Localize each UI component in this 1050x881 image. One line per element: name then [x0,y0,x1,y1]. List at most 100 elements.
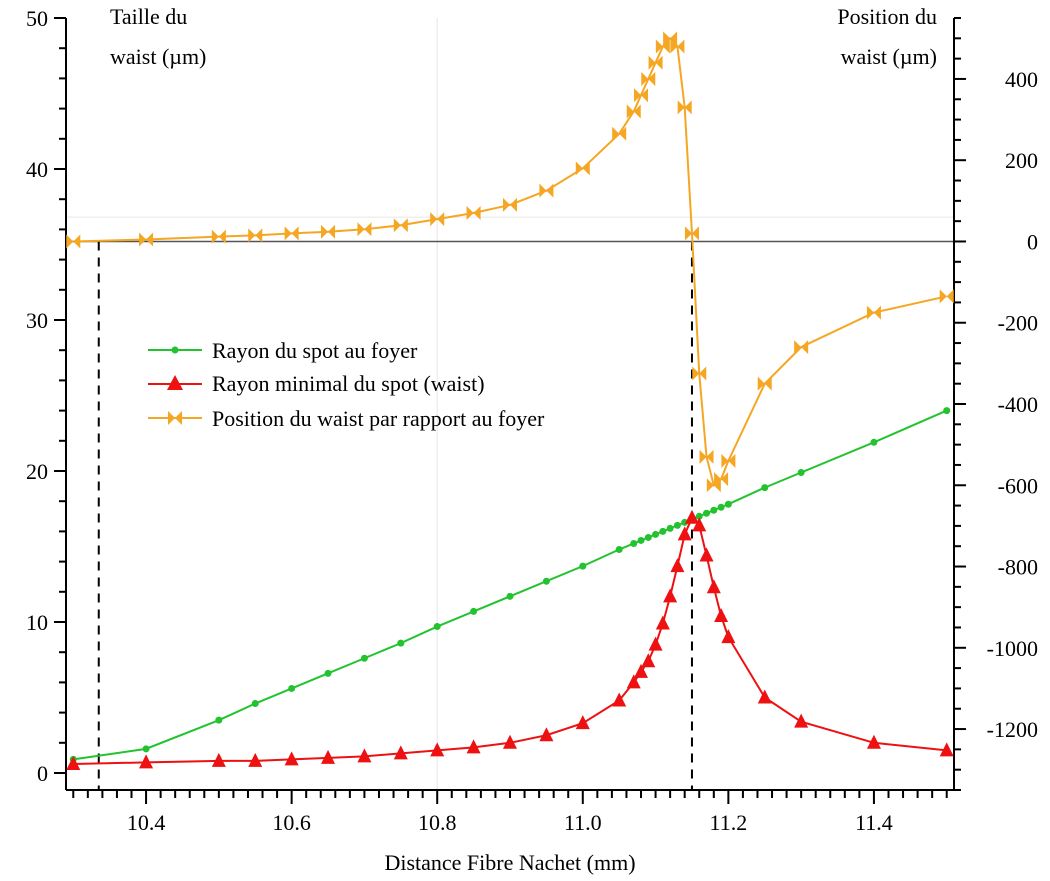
data-point-half [641,71,649,86]
data-point [637,536,645,544]
data-point-half [677,100,685,115]
data-point-half [575,161,583,176]
data-point [714,607,729,622]
data-point [684,509,699,524]
data-point [757,376,772,391]
legend-entry-orange: Position du waist par rapport au foyer [148,406,545,431]
data-point [321,224,336,239]
data-point [321,749,336,764]
data-point [284,226,299,241]
data-point-half [284,226,292,241]
right-tick-label: -800 [998,555,1038,580]
data-point [721,453,736,468]
data-point [284,751,299,766]
data-point-half [357,222,365,237]
data-point-half [393,218,401,233]
data-point [248,752,263,767]
left-tick-label: 40 [26,157,48,182]
data-point-half [473,206,481,221]
legend-marker-orange [168,411,175,425]
right-tick-label: 200 [1005,148,1038,173]
dashed-guides [97,241,693,790]
x-axis-title: Distance Fibre Nachet (mm) [384,850,635,875]
legend-marker-orange-2 [175,411,182,425]
data-point-half [699,366,707,381]
data-point [357,222,372,237]
data-point [710,506,718,514]
data-point-half [619,126,627,141]
data-point [677,526,692,541]
data-point [943,407,951,415]
data-point [695,512,703,520]
data-point [717,503,725,511]
data-point [797,469,805,477]
data-point [644,533,652,541]
data-point-half [692,366,700,381]
data-point-half [670,39,678,54]
data-point [939,289,954,304]
data-point [641,71,656,86]
data-point [393,745,408,760]
data-point [66,755,81,770]
series-2 [66,31,954,493]
data-point [248,228,263,243]
right-tick-label: 0 [1027,229,1038,254]
data-point-half [728,453,736,468]
data-point-half [66,234,74,249]
data-point-half [634,88,642,103]
data-point-half [706,449,714,464]
data-point [503,197,517,212]
bottom-tick-label: 11.0 [564,810,602,835]
data-point-half [218,229,226,244]
data-point-half [655,55,663,70]
data-point-half [146,232,154,247]
data-point-half [248,228,256,243]
data-point-half [582,161,590,176]
data-point [870,438,878,446]
data-point [612,126,627,141]
data-point [703,509,711,517]
data-point-half [73,234,81,249]
right-tick-label: 400 [1005,67,1038,92]
bottom-tick-label: 11.2 [710,810,748,835]
data-point [670,39,685,54]
bottom-tick-label: 10.4 [127,810,166,835]
data-point-half [648,55,656,70]
data-point-half [714,472,722,487]
data-point [648,636,663,651]
data-point [648,55,663,70]
left-axis-title-line-2: waist (µm) [110,44,206,69]
data-point [714,472,729,487]
data-point [466,739,481,754]
right-tick-label: -600 [998,473,1038,498]
axes: 0 10 20 30 40 50 -1200 -1000 -800 -600 -400 -200 0 20… [26,6,1038,835]
legend-label-orange: Position du waist par rapport au foyer [212,406,545,431]
legend-entry-green: Rayon du spot au foyer [148,338,418,363]
data-point-half [866,305,874,320]
data-point [706,478,721,493]
data-point-half [721,453,729,468]
right-tick-label: -1000 [987,636,1038,661]
data-point [663,588,678,603]
data-point-half [633,104,641,119]
data-point [673,521,681,529]
data-point-half [684,100,692,115]
data-point [357,748,372,763]
series-line [73,409,948,761]
data-point [433,623,441,631]
data-point [939,742,954,757]
data-point [139,754,154,769]
data-point [670,558,685,573]
data-point [630,539,638,547]
data-point-half [364,222,372,237]
data-point-half [626,104,634,119]
data-point-half [466,206,474,221]
data-point-half [663,31,671,46]
data-point [430,742,445,757]
data-point-half [684,226,692,241]
data-point-half [939,289,947,304]
data-point-half [757,376,765,391]
legend-marker-green [171,346,179,354]
data-point [706,579,721,594]
data-point [866,305,881,320]
